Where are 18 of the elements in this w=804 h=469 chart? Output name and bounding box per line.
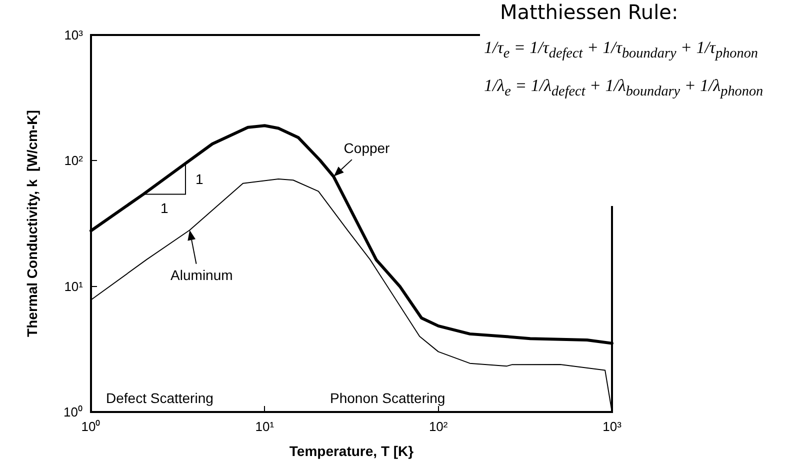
y-tick-label: 10³: [64, 28, 84, 42]
x-tick-label: 10⁰: [81, 419, 101, 434]
x-tick-label: 10²: [428, 419, 448, 434]
annotation: Copper: [344, 140, 390, 156]
annotation: 1: [195, 170, 204, 187]
x-tick-label: 10¹: [255, 419, 275, 434]
y-axis-title: Thermal Conductivity, k [W/cm-K]: [24, 110, 40, 337]
annotation: Defect Scattering: [106, 390, 214, 406]
annotation: 1: [160, 200, 168, 216]
x-tick-label: 10³: [602, 419, 622, 434]
annotation: 1/λ$_{e}$ = 1/λ$_{defect}$ + 1/λ$_{boundary}$ + 1/λ$_{phonon}$: [484, 76, 764, 101]
x-axis-title: Temperature, T [K}: [289, 443, 414, 459]
annotation: Aluminum: [170, 267, 233, 284]
annotation: 1/τ$_{e}$ = 1/τ$_{defect}$ + 1/τ$_{boundary}$ + 1/τ$_{phonon}$: [484, 38, 758, 62]
y-tick-label: 10¹: [64, 278, 84, 294]
y-tick-label: 10⁰: [64, 404, 83, 420]
annotation: Phonon Scattering: [330, 390, 446, 406]
y-tick-label: 10²: [64, 153, 84, 168]
